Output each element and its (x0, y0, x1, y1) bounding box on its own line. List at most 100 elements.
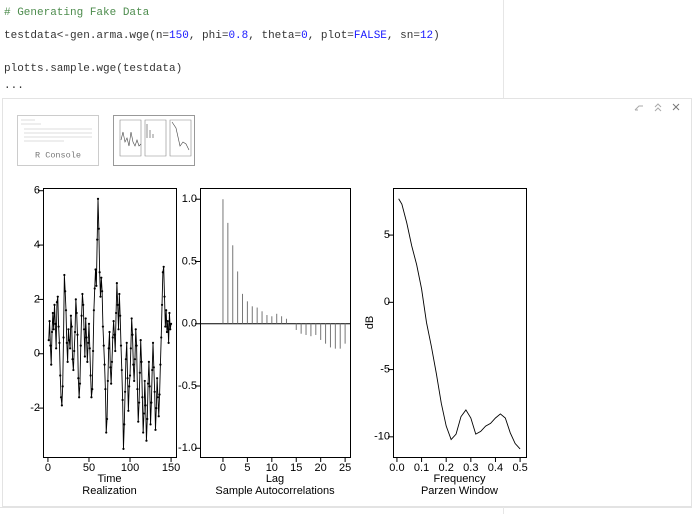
plot-frame (200, 188, 351, 458)
x-tick-label: 10 (266, 462, 278, 474)
point (146, 382, 150, 385)
plot-frame (393, 188, 527, 458)
bar (237, 271, 239, 324)
bar (261, 311, 263, 324)
point (106, 379, 109, 383)
point (84, 317, 87, 320)
y-tick-label: 2 (34, 293, 40, 305)
point (97, 227, 100, 230)
point (134, 328, 137, 331)
point (125, 341, 128, 344)
point (164, 325, 167, 328)
bar (251, 306, 253, 324)
point (77, 377, 80, 380)
point (114, 349, 117, 353)
thumbnail-console[interactable]: R Console (17, 115, 99, 166)
y-tick-label: -0.5 (178, 380, 197, 392)
point (55, 347, 58, 350)
point (60, 404, 63, 407)
point (81, 292, 84, 296)
collapse-icon[interactable] (654, 103, 662, 112)
point (71, 358, 74, 361)
y-tick-label: -2 (30, 402, 40, 414)
bar (344, 323, 346, 344)
point (137, 420, 140, 423)
bar (329, 323, 331, 348)
x-tick-label: 0 (220, 462, 226, 474)
bar (334, 323, 336, 349)
code-token: FALSE (354, 30, 387, 42)
point (119, 314, 122, 317)
plot-frame (43, 188, 177, 458)
code-token: ) (433, 30, 440, 42)
point (50, 330, 54, 334)
point (78, 396, 81, 399)
x-tick-label: 0.1 (414, 462, 429, 474)
point (96, 197, 100, 200)
point (120, 368, 123, 372)
point (105, 431, 108, 434)
x-tick-label: 25 (339, 462, 351, 474)
point (96, 238, 99, 241)
point (117, 328, 120, 331)
point (101, 290, 104, 293)
point (59, 396, 63, 399)
chart-title: Sample Autocorrelations (215, 485, 335, 497)
series-line (48, 198, 172, 449)
bar (227, 222, 229, 324)
point (82, 303, 85, 306)
x-tick-label: 0.5 (512, 462, 527, 474)
bar (310, 323, 312, 337)
bar (246, 301, 248, 324)
code-line: # Generating Fake Data (4, 7, 150, 19)
point (76, 333, 79, 336)
code-token: plotts.sample.wge(testdata) (4, 63, 182, 75)
bar (242, 293, 244, 324)
x-tick-label: 15 (290, 462, 302, 474)
point (165, 309, 168, 312)
bar (305, 323, 307, 335)
y-tick-label: 0.0 (182, 318, 197, 330)
point (64, 309, 68, 312)
y-tick-label: 1.0 (182, 193, 197, 205)
point (105, 417, 109, 421)
y-axis-label: dB (364, 316, 376, 329)
point (116, 303, 119, 306)
point (65, 341, 68, 344)
point (55, 301, 59, 304)
point (133, 379, 136, 383)
expand-icon[interactable] (634, 105, 643, 111)
x-tick-label: 150 (162, 462, 180, 474)
point (137, 401, 141, 404)
point (50, 363, 53, 366)
point (168, 311, 171, 315)
point (94, 268, 97, 271)
bar (325, 323, 327, 344)
chart-title: Realization (82, 485, 136, 497)
point (86, 360, 89, 363)
x-tick-label: 0.4 (488, 462, 503, 474)
point (91, 349, 95, 353)
y-tick-label: 4 (34, 239, 40, 251)
point (144, 404, 147, 407)
code-cell (0, 0, 692, 98)
point (138, 371, 141, 374)
thumbnail-text (21, 119, 92, 142)
point (127, 409, 130, 412)
point (79, 344, 82, 347)
x-axis-label: Lag (266, 473, 284, 485)
point (148, 385, 151, 388)
x-tick-label: 5 (244, 462, 250, 474)
code-token: 12 (420, 30, 433, 42)
point (101, 325, 105, 328)
point (140, 360, 143, 363)
close-icon[interactable] (672, 103, 680, 111)
thumbnail-boxes (119, 119, 192, 157)
point (163, 295, 166, 298)
thumbnail-plot[interactable] (113, 115, 195, 166)
point (118, 292, 121, 296)
bar (281, 316, 283, 324)
point (92, 309, 96, 312)
